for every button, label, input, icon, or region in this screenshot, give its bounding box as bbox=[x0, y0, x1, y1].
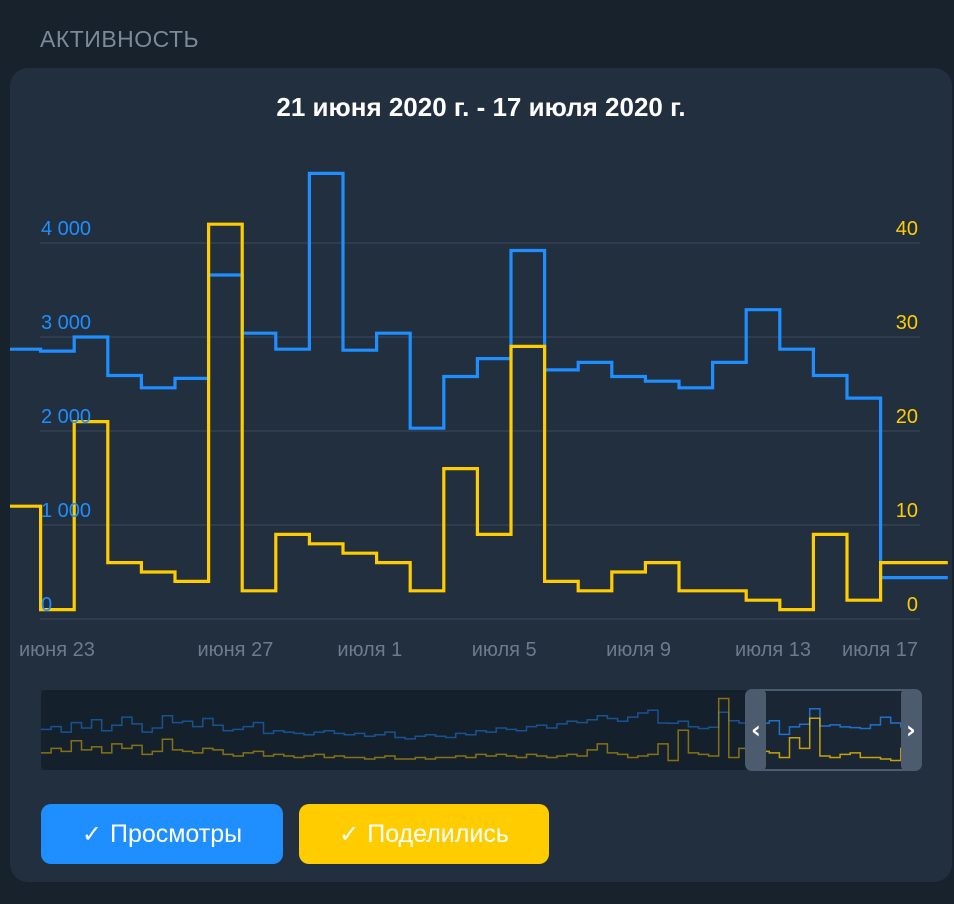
series-lines bbox=[10, 171, 948, 612]
chart-title: 21 июня 2020 г. - 17 июля 2020 г. bbox=[276, 92, 686, 122]
navigator-left-handle[interactable] bbox=[746, 690, 766, 770]
toggle-views-button[interactable]: ✓ Просмотры bbox=[41, 804, 283, 864]
chevron-right-icon: › bbox=[906, 716, 916, 744]
toggle-shares-label: Поделились bbox=[367, 819, 509, 848]
toggle-shares-button[interactable]: ✓ Поделились bbox=[299, 804, 549, 864]
y-left-tick-label: 0 bbox=[41, 594, 52, 616]
series-line-shares bbox=[10, 222, 948, 612]
navigator-right-handle[interactable] bbox=[901, 690, 921, 770]
chevron-left-icon: ‹ bbox=[751, 716, 761, 744]
navigator: ‹ › bbox=[41, 689, 922, 771]
grid-lines bbox=[40, 242, 920, 620]
x-tick-label: июня 23 bbox=[19, 639, 95, 661]
navigator-shares-line bbox=[41, 697, 921, 762]
x-tick-label: июля 9 bbox=[606, 639, 671, 661]
y-left-tick-label: 3 000 bbox=[41, 312, 91, 334]
section-title: АКТИВНОСТЬ bbox=[40, 26, 200, 52]
x-tick-label: июля 17 bbox=[842, 639, 918, 661]
navigator-dim-overlay bbox=[41, 690, 746, 770]
x-tick-label: июня 27 bbox=[197, 639, 273, 661]
y-right-tick-label: 30 bbox=[896, 312, 918, 334]
check-icon: ✓ bbox=[339, 820, 360, 848]
main-chart: 0 1 000 2 000 3 000 4 000 0 10 20 30 40 июня 23 июн… bbox=[10, 171, 948, 771]
navigator-views-line bbox=[41, 696, 921, 740]
chart-card: 21 июня 2020 г. - 17 июля 2020 г. 0 1 000… bbox=[10, 68, 952, 882]
y-right-tick-label: 10 bbox=[896, 500, 918, 522]
x-tick-label: июля 13 bbox=[735, 639, 811, 661]
x-tick-label: июля 1 bbox=[337, 639, 402, 661]
toggle-views-label: Просмотры bbox=[109, 819, 243, 848]
y-left-tick-label: 2 000 bbox=[41, 406, 91, 428]
y-right-tick-label: 20 bbox=[896, 406, 918, 428]
y-right-tick-label: 0 bbox=[907, 594, 918, 616]
series-line-views bbox=[10, 171, 948, 580]
y-left-tick-label: 4 000 bbox=[41, 218, 91, 240]
axis-labels: 0 1 000 2 000 3 000 4 000 0 10 20 30 40 июня 23 июн… bbox=[19, 218, 918, 661]
y-right-tick-label: 40 bbox=[896, 218, 918, 240]
x-tick-label: июля 5 bbox=[472, 639, 537, 661]
check-icon: ✓ bbox=[81, 820, 102, 848]
y-left-tick-label: 1 000 bbox=[41, 500, 91, 522]
